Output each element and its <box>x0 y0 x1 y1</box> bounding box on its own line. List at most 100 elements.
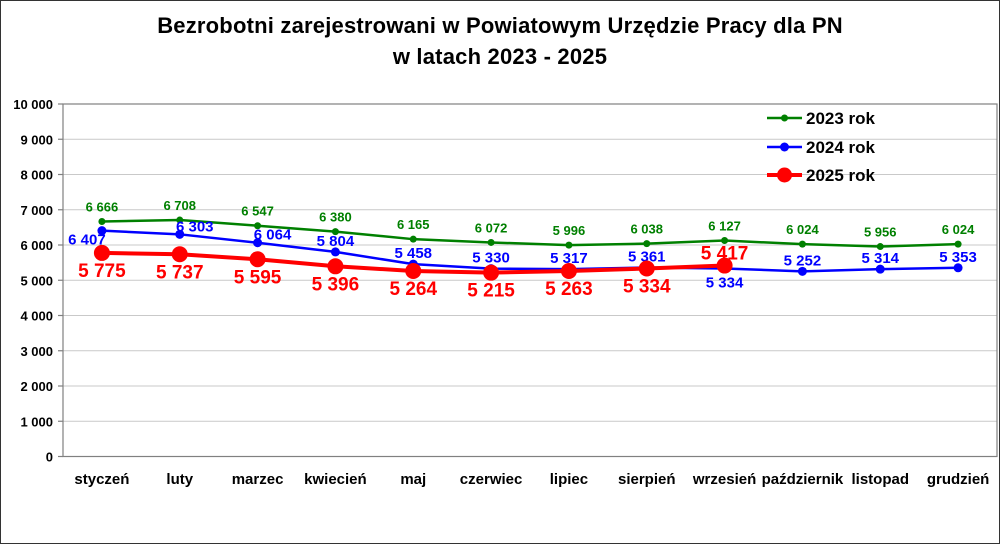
y-axis-label: 0 <box>46 450 53 465</box>
legend-label: 2025 rok <box>806 166 876 185</box>
data-point-2023-kwiecień <box>331 228 339 236</box>
data-point-2024-listopad <box>875 264 885 274</box>
data-label-2024-lipiec: 5 317 <box>550 250 588 267</box>
data-point-2024-kwiecień <box>330 247 340 257</box>
y-axis-label: 3 000 <box>20 344 53 359</box>
data-point-2023-czerwiec <box>487 238 495 246</box>
x-axis-label: lipiec <box>550 471 588 488</box>
data-point-2023-styczeń <box>98 218 106 226</box>
data-label-2025-wrzesień: 5 417 <box>701 244 749 265</box>
x-axis-label: sierpień <box>618 471 676 488</box>
data-point-2025-kwiecień <box>327 258 344 275</box>
data-label-2023-wrzesień: 6 127 <box>708 219 741 234</box>
chart-title-line2: w latach 2023 - 2025 <box>392 44 608 69</box>
data-label-2023-sierpień: 6 038 <box>630 222 663 237</box>
data-label-2023-styczeń: 6 666 <box>86 200 119 215</box>
data-label-2024-sierpień: 5 361 <box>628 249 666 266</box>
y-axis-label: 8 000 <box>20 168 53 183</box>
series-line-2024-rok <box>101 229 959 273</box>
data-point-2024-marzec <box>253 238 263 248</box>
x-axis-label: luty <box>166 471 193 488</box>
data-label-2023-lipiec: 5 996 <box>553 223 586 238</box>
data-label-2024-wrzesień: 5 334 <box>706 274 744 291</box>
data-point-2025-sierpień <box>638 260 655 277</box>
data-label-2025-marzec: 5 595 <box>234 267 282 288</box>
data-point-2024-styczeń <box>97 226 107 236</box>
data-label-2025-kwiecień: 5 396 <box>312 274 360 295</box>
data-label-2024-styczeń: 6 407 <box>68 232 106 249</box>
data-label-2025-sierpień: 5 334 <box>623 276 671 297</box>
data-label-2025-styczeń: 5 775 <box>78 261 126 282</box>
data-point-2025-marzec <box>249 251 266 268</box>
legend-entry-2024: 2024 rok <box>767 138 876 157</box>
data-point-2023-sierpień <box>643 240 651 248</box>
legend-label: 2024 rok <box>806 138 876 157</box>
data-point-2023-lipiec <box>565 241 573 249</box>
legend-marker <box>780 142 789 152</box>
data-label-2024-luty: 6 303 <box>176 218 214 235</box>
data-label-2025-luty: 5 737 <box>156 262 204 283</box>
y-axis-label: 2 000 <box>20 379 53 394</box>
series-line-2023-rok <box>101 218 959 248</box>
data-label-2024-kwiecień: 5 804 <box>317 233 355 250</box>
legend-marker <box>781 114 788 122</box>
data-label-2024-maj: 5 458 <box>394 245 432 262</box>
y-axis-label: 5 000 <box>20 273 53 288</box>
y-axis-label: 7 000 <box>20 203 53 218</box>
data-label-2025-czerwiec: 5 215 <box>467 281 515 302</box>
data-point-2025-maj <box>405 262 422 279</box>
y-axis-label: 4 000 <box>20 309 53 324</box>
y-axis-label: 10 000 <box>13 97 53 112</box>
data-label-2023-luty: 6 708 <box>163 198 196 213</box>
legend-entry-2023: 2023 rok <box>767 109 876 128</box>
data-point-2023-maj <box>409 235 417 243</box>
data-label-2024-grudzień: 5 353 <box>939 249 977 266</box>
data-point-2023-luty <box>176 216 184 224</box>
data-label-2025-maj: 5 264 <box>389 279 437 300</box>
x-axis-label: grudzień <box>927 471 990 488</box>
x-axis-label: październik <box>762 471 844 488</box>
data-label-2024-listopad: 5 314 <box>861 250 899 267</box>
data-point-2023-grudzień <box>954 240 962 248</box>
y-axis-label: 6 000 <box>20 238 53 253</box>
data-point-2024-luty <box>175 229 185 239</box>
data-point-2024-grudzień <box>953 263 963 273</box>
x-axis-label: maj <box>400 471 426 488</box>
chart-title: Bezrobotni zarejestrowani w Powiatowym U… <box>1 10 999 72</box>
y-axis-label: 9 000 <box>20 132 53 147</box>
data-label-2023-marzec: 6 547 <box>241 204 274 219</box>
x-axis-label: styczeń <box>74 471 129 488</box>
data-label-2023-czerwiec: 6 072 <box>475 220 508 235</box>
data-point-2025-luty <box>171 246 188 263</box>
x-axis-label: czerwiec <box>460 471 523 488</box>
y-axis-label: 1 000 <box>20 414 53 429</box>
x-axis-label: kwiecień <box>304 471 367 488</box>
legend-label: 2023 rok <box>806 109 876 128</box>
data-point-2024-październik <box>797 266 807 276</box>
data-point-2023-wrzesień <box>721 237 729 245</box>
data-label-2025-lipiec: 5 263 <box>545 279 593 300</box>
x-axis-label: wrzesień <box>692 471 756 488</box>
chart-title-line1: Bezrobotni zarejestrowani w Powiatowym U… <box>157 13 843 38</box>
data-label-2024-czerwiec: 5 330 <box>472 250 510 267</box>
data-label-2023-kwiecień: 6 380 <box>319 210 352 225</box>
data-label-2023-listopad: 5 956 <box>864 225 897 240</box>
data-point-2025-wrzesień <box>716 257 733 274</box>
x-axis-label: marzec <box>232 471 284 488</box>
x-axis-label: listopad <box>851 471 909 488</box>
data-point-2023-październik <box>798 240 806 248</box>
data-point-2023-listopad <box>876 243 884 251</box>
data-point-2025-lipiec <box>560 262 577 279</box>
data-label-2023-grudzień: 6 024 <box>942 222 975 237</box>
data-label-2024-październik: 5 252 <box>784 252 822 269</box>
data-point-2025-czerwiec <box>483 264 500 281</box>
legend-entry-2025: 2025 rok <box>767 166 876 185</box>
legend-marker <box>777 167 792 183</box>
data-point-2023-marzec <box>254 222 262 230</box>
data-label-2023-maj: 6 165 <box>397 217 430 232</box>
data-point-2025-styczeń <box>93 244 110 261</box>
plot-frame <box>62 103 998 458</box>
data-label-2024-marzec: 6 064 <box>254 227 292 244</box>
